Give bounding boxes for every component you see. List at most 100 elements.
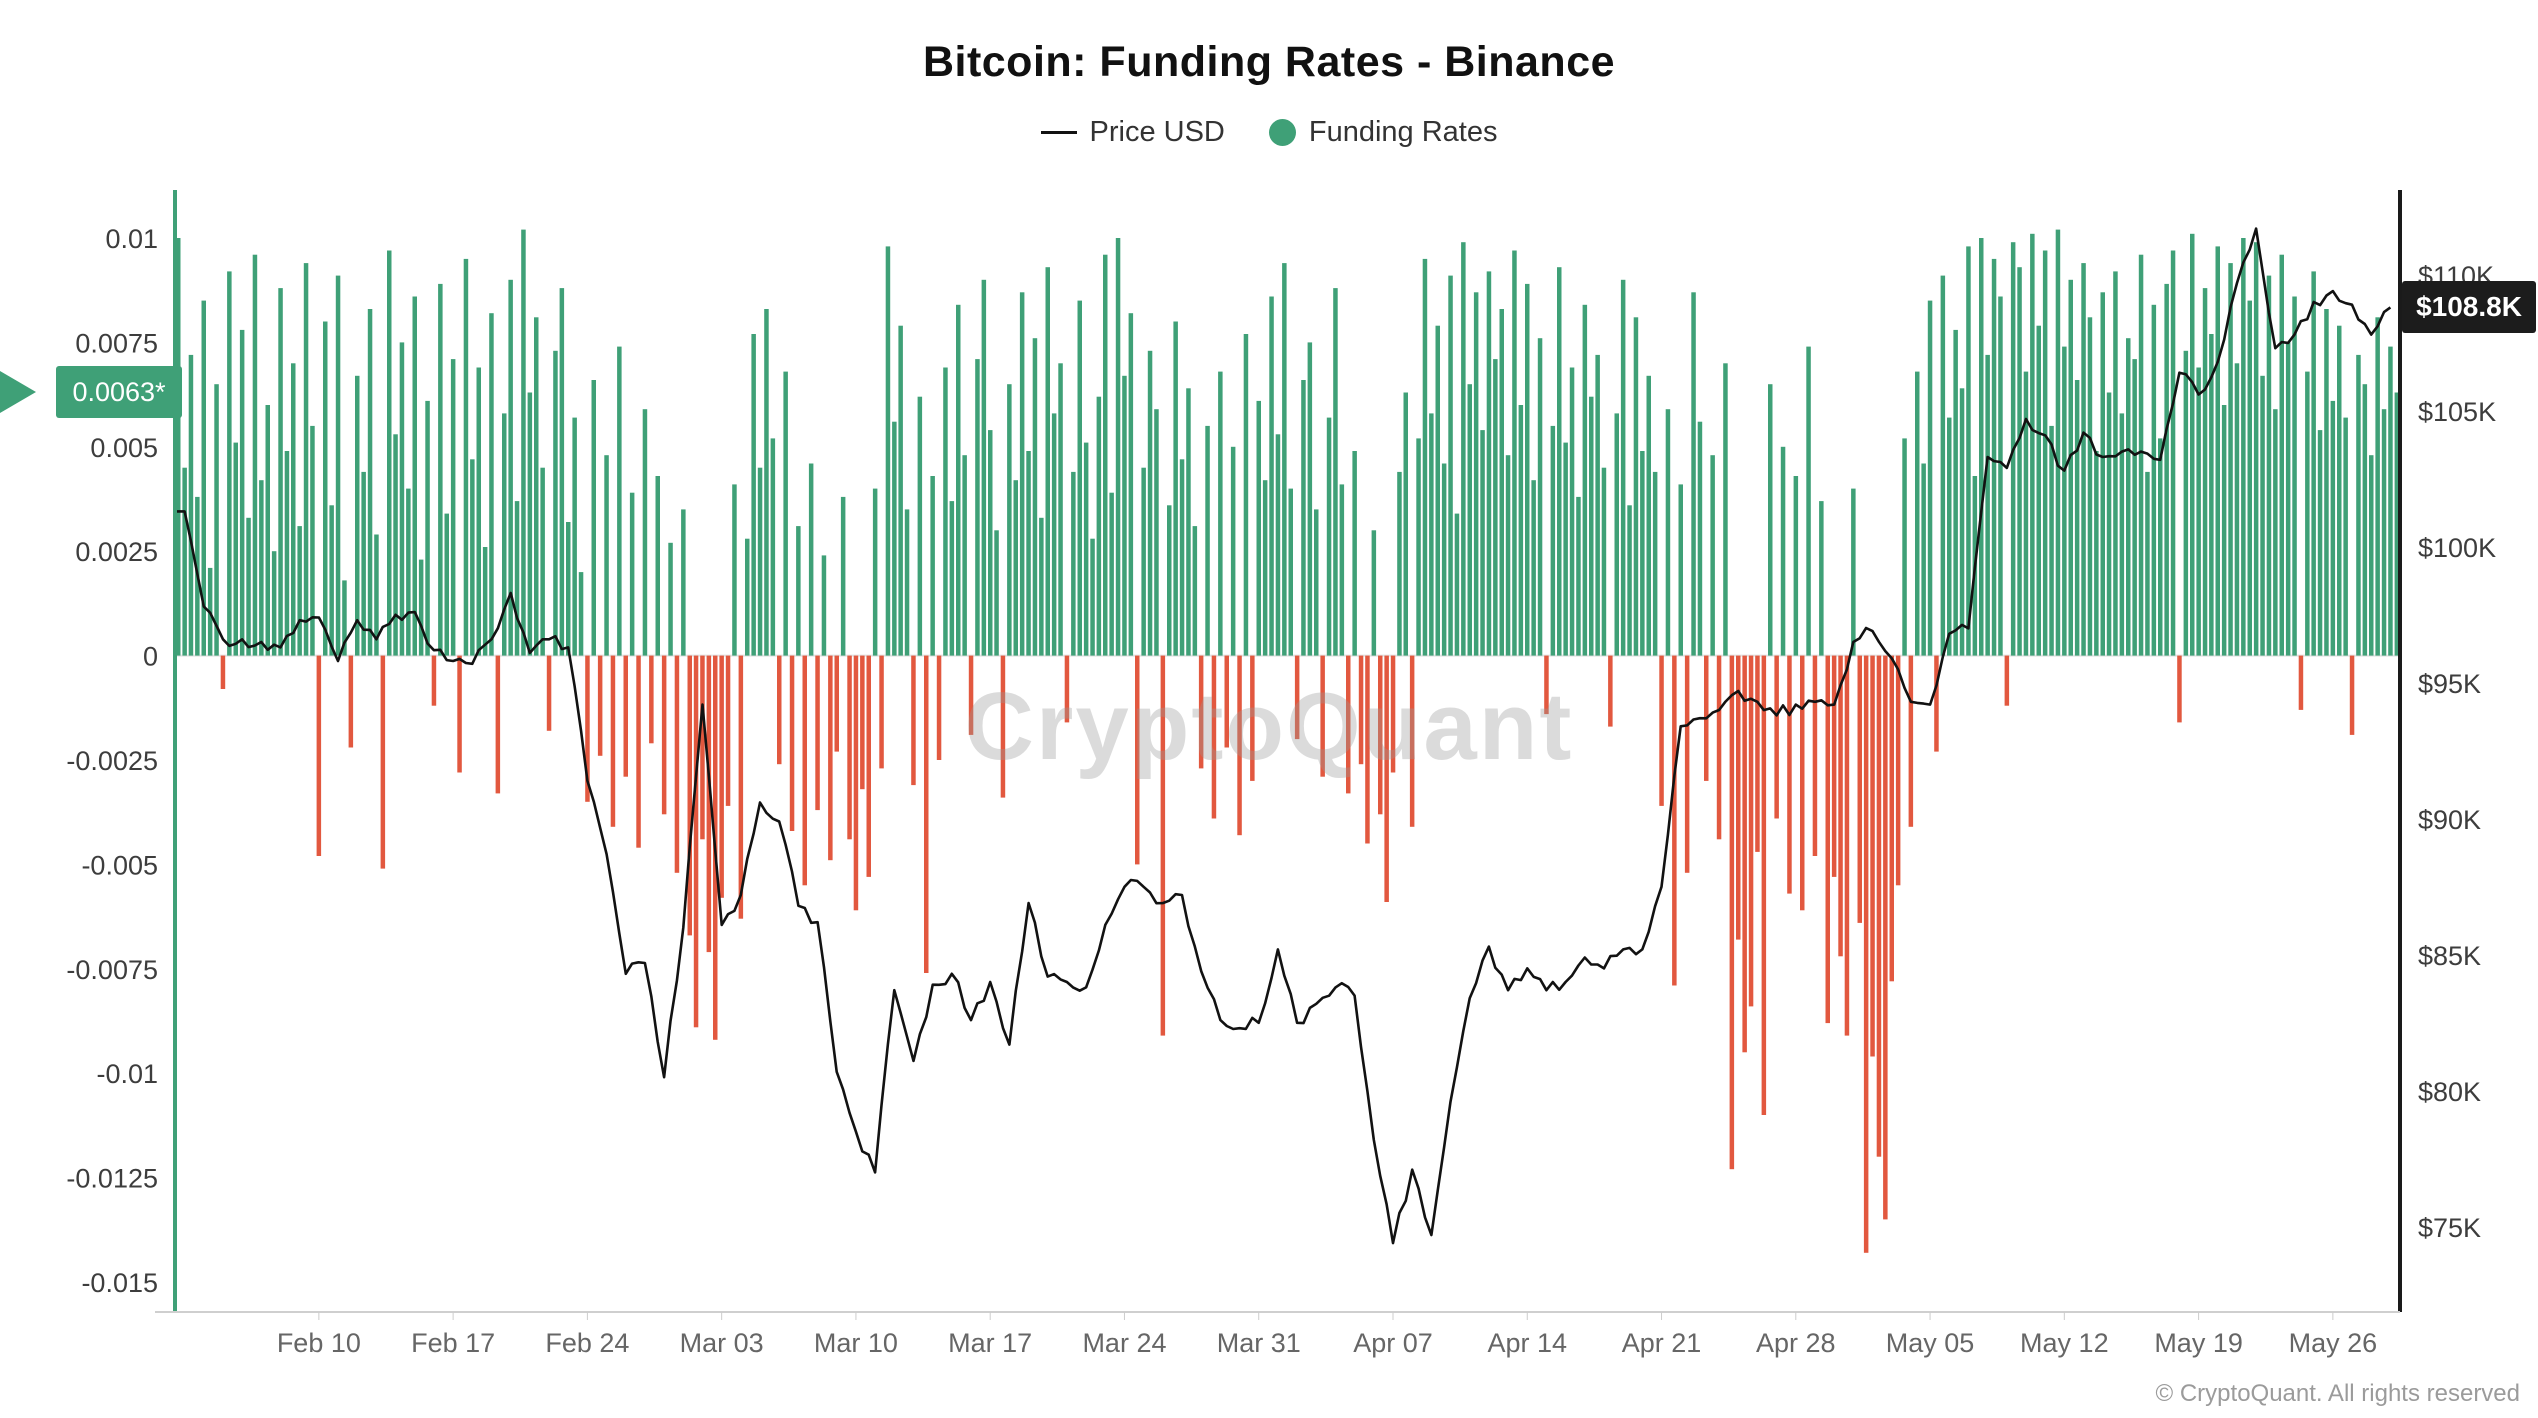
funding-bar-positive xyxy=(1179,459,1185,656)
funding-bar-positive xyxy=(182,467,187,656)
funding-bar-negative xyxy=(2349,655,2355,735)
funding-bar-negative xyxy=(1825,655,1830,1024)
funding-bar-positive xyxy=(2030,233,2035,656)
funding-bar-negative xyxy=(1787,655,1792,894)
funding-bar-negative xyxy=(348,655,354,748)
funding-bar-positive xyxy=(418,559,424,656)
funding-bar-negative xyxy=(1838,655,1843,957)
funding-bar-positive xyxy=(1333,288,1338,656)
x-axis-tick-label: May 26 xyxy=(2289,1328,2378,1358)
funding-bar-positive xyxy=(1633,317,1639,656)
funding-bar-positive xyxy=(1505,455,1511,656)
funding-bar-positive xyxy=(176,238,181,656)
funding-bar-positive xyxy=(233,442,238,656)
funding-bar-positive xyxy=(981,279,987,656)
legend-item-price[interactable]: Price USD xyxy=(1040,116,1225,149)
funding-bar-positive xyxy=(1186,388,1191,656)
left-axis-tick-label: 0 xyxy=(143,642,158,672)
funding-bar-negative xyxy=(879,655,884,769)
legend-item-funding[interactable]: Funding Rates xyxy=(1268,116,1497,149)
funding-bar-positive xyxy=(1595,354,1600,656)
funding-bar-negative xyxy=(1831,655,1837,877)
funding-bar-positive xyxy=(534,317,539,656)
funding-bar-positive xyxy=(502,413,507,656)
funding-bar-positive xyxy=(1019,292,1025,656)
funding-bar-positive xyxy=(1927,300,1933,656)
funding-bar-positive xyxy=(1026,451,1031,656)
funding-bar-negative xyxy=(687,655,692,936)
funding-bar-negative xyxy=(2298,655,2304,710)
funding-bar-positive xyxy=(476,367,481,656)
x-axis-tick-label: Mar 17 xyxy=(948,1328,1032,1358)
right-axis-tick-label: $100K xyxy=(2418,533,2496,563)
funding-bar-positive xyxy=(2036,325,2041,656)
funding-bar-positive xyxy=(2119,413,2125,656)
funding-bar-positive xyxy=(2074,380,2080,656)
funding-bar-negative xyxy=(1729,655,1735,1170)
funding-bar-positive xyxy=(2279,254,2284,656)
funding-bar-negative xyxy=(847,655,852,840)
x-axis-tick-label: May 05 xyxy=(1886,1328,1975,1358)
right-axis-tick-label: $75K xyxy=(2418,1213,2481,1243)
right-axis-tick-label: $80K xyxy=(2418,1077,2481,1107)
left-axis-tick-label: -0.005 xyxy=(81,850,158,880)
left-axis-tick-label: -0.0025 xyxy=(66,746,158,776)
x-axis-tick-label: Mar 31 xyxy=(1217,1328,1301,1358)
funding-bar-positive xyxy=(1205,425,1210,656)
funding-bar-positive xyxy=(188,354,194,656)
funding-bar-negative xyxy=(1390,655,1396,773)
funding-bar-negative xyxy=(1211,655,1217,819)
funding-bar-positive xyxy=(1582,304,1588,656)
funding-bar-negative xyxy=(1736,655,1741,940)
funding-bar-positive xyxy=(303,263,309,656)
funding-bar-positive xyxy=(1326,417,1332,656)
funding-bar-positive xyxy=(681,509,686,656)
funding-bar-positive xyxy=(1422,258,1428,656)
funding-bar-negative xyxy=(1895,655,1901,886)
funding-bar-positive xyxy=(284,451,290,656)
funding-bar-positive xyxy=(2247,300,2252,656)
funding-bar-positive xyxy=(297,526,302,656)
funding-bar-positive xyxy=(2145,471,2150,656)
funding-bar-positive xyxy=(1550,425,1556,656)
funding-bar-negative xyxy=(1742,655,1747,1053)
funding-bar-negative xyxy=(1748,655,1754,1007)
funding-bar-negative xyxy=(802,655,807,886)
funding-bar-negative xyxy=(1378,655,1383,815)
funding-bar-positive xyxy=(2388,346,2393,656)
funding-bar-positive xyxy=(450,359,456,656)
funding-bar-negative xyxy=(597,655,603,756)
funding-bar-positive xyxy=(1013,480,1018,656)
left-axis-tick-label: -0.01 xyxy=(96,1059,158,1089)
funding-bar-positive xyxy=(1167,505,1172,656)
funding-bar-positive xyxy=(540,467,545,656)
funding-bar-positive xyxy=(1141,467,1146,656)
funding-bar-positive xyxy=(1128,313,1134,656)
funding-bar-positive xyxy=(2202,288,2208,656)
funding-bar-positive xyxy=(1902,438,1907,656)
funding-bar-positive xyxy=(1077,300,1082,656)
funding-bar-negative xyxy=(936,655,942,760)
funding-bar-positive xyxy=(1269,296,1274,656)
funding-bar-positive xyxy=(2138,254,2144,656)
funding-bar-negative xyxy=(1755,655,1760,852)
funding-bar-negative xyxy=(1672,655,1677,986)
funding-bar-negative xyxy=(1774,655,1779,819)
funding-bar-positive xyxy=(962,455,967,656)
copyright: © CryptoQuant. All rights reserved xyxy=(2155,1380,2521,1407)
funding-bar-negative xyxy=(1160,655,1166,1036)
funding-bar-positive xyxy=(988,430,993,656)
funding-bar-positive xyxy=(559,288,565,656)
funding-bar-positive xyxy=(2042,250,2048,656)
funding-bar-positive xyxy=(2113,271,2118,656)
funding-bar-positive xyxy=(527,392,533,656)
funding-bar-negative xyxy=(1198,655,1204,769)
funding-bar-negative xyxy=(1000,655,1006,798)
funding-bar-positive xyxy=(872,488,878,656)
funding-bar-negative xyxy=(866,655,871,877)
funding-bar-positive xyxy=(1710,455,1715,656)
x-axis-tick-label: May 12 xyxy=(2020,1328,2109,1358)
funding-bar-positive xyxy=(2170,250,2176,656)
funding-bar-positive xyxy=(943,367,948,656)
